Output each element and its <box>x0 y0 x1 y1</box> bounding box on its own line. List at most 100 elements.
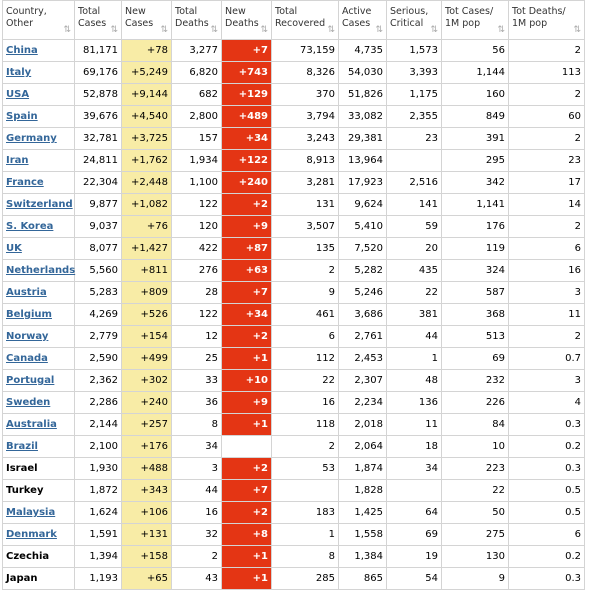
sort-icon[interactable]: ⇅ <box>110 25 118 35</box>
total-recovered-cell: 285 <box>271 567 339 590</box>
header-total-deaths[interactable]: Total Deaths ⇅ <box>171 0 222 40</box>
total-deaths-cell: 6,820 <box>171 61 222 84</box>
header-active-cases[interactable]: Active Cases ⇅ <box>338 0 387 40</box>
total-deaths-cell: 16 <box>171 501 222 524</box>
active-cases-cell: 2,234 <box>338 391 387 414</box>
tot-deaths-per-1m-cell: 2 <box>508 127 585 150</box>
table-row: Denmark 1,591 +131 32 +8 1 1,558 69 275 6 <box>2 523 585 546</box>
country-link[interactable]: Denmark <box>6 529 57 540</box>
sort-icon[interactable]: ⇅ <box>160 25 168 35</box>
serious-critical-cell: 22 <box>386 281 442 304</box>
country-link[interactable]: Switzerland <box>6 199 73 210</box>
header-new-cases[interactable]: New Cases ⇅ <box>121 0 172 40</box>
header-tot-cases-per-1m[interactable]: Tot Cases/ 1M pop ⇅ <box>441 0 509 40</box>
total-recovered-cell: 135 <box>271 237 339 260</box>
country-link[interactable]: Brazil <box>6 441 38 452</box>
country-link[interactable]: Iran <box>6 155 29 166</box>
table-row: S. Korea 9,037 +76 120 +9 3,507 5,410 59 176 2 <box>2 215 585 238</box>
tot-cases-per-1m-cell: 10 <box>441 435 509 458</box>
table-row: Israel 1,930 +488 3 +2 53 1,874 34 223 0.3 <box>2 457 585 480</box>
serious-critical-cell: 23 <box>386 127 442 150</box>
new-cases-cell: +76 <box>121 215 172 238</box>
header-total-recovered[interactable]: Total Recovered ⇅ <box>271 0 339 40</box>
country-link[interactable]: France <box>6 177 44 188</box>
country-link[interactable]: Austria <box>6 287 47 298</box>
column-header-label: Tot Deaths/ 1M pop <box>512 6 566 29</box>
header-serious-critical[interactable]: Serious, Critical ⇅ <box>386 0 442 40</box>
new-cases-cell: +811 <box>121 259 172 282</box>
tot-cases-per-1m-cell: 69 <box>441 347 509 370</box>
active-cases-cell: 33,082 <box>338 105 387 128</box>
header-total-cases[interactable]: Total Cases ⇅ <box>74 0 122 40</box>
total-deaths-cell: 28 <box>171 281 222 304</box>
country-link[interactable]: Italy <box>6 67 32 78</box>
tot-cases-per-1m-cell: 849 <box>441 105 509 128</box>
header-country[interactable]: Country, Other ⇅ <box>2 0 75 40</box>
total-recovered-cell: 22 <box>271 369 339 392</box>
country-link[interactable]: Malaysia <box>6 507 56 518</box>
sort-icon[interactable]: ⇅ <box>430 25 438 35</box>
serious-critical-cell: 18 <box>386 435 442 458</box>
sort-icon[interactable]: ⇅ <box>327 25 335 35</box>
country-link[interactable]: S. Korea <box>6 221 54 232</box>
sort-icon[interactable]: ⇅ <box>63 25 71 35</box>
total-recovered-cell: 3,507 <box>271 215 339 238</box>
total-cases-cell: 5,560 <box>74 259 122 282</box>
new-deaths-cell: +2 <box>221 193 272 216</box>
country-cell: Austria <box>2 281 75 304</box>
total-cases-cell: 69,176 <box>74 61 122 84</box>
total-deaths-cell: 1,934 <box>171 149 222 172</box>
country-link[interactable]: USA <box>6 89 30 100</box>
country-link[interactable]: Canada <box>6 353 48 364</box>
total-cases-cell: 1,394 <box>74 545 122 568</box>
tot-deaths-per-1m-cell: 3 <box>508 281 585 304</box>
active-cases-cell: 7,520 <box>338 237 387 260</box>
total-deaths-cell: 276 <box>171 259 222 282</box>
country-cell: China <box>2 39 75 62</box>
tot-deaths-per-1m-cell: 60 <box>508 105 585 128</box>
sort-icon[interactable]: ⇅ <box>210 25 218 35</box>
active-cases-cell: 5,246 <box>338 281 387 304</box>
total-recovered-cell: 16 <box>271 391 339 414</box>
new-deaths-cell <box>221 435 272 458</box>
total-deaths-cell: 8 <box>171 413 222 436</box>
tot-deaths-per-1m-cell: 6 <box>508 523 585 546</box>
serious-critical-cell: 141 <box>386 193 442 216</box>
total-recovered-cell: 8,326 <box>271 61 339 84</box>
country-cell: Germany <box>2 127 75 150</box>
new-deaths-cell: +34 <box>221 127 272 150</box>
tot-deaths-per-1m-cell: 4 <box>508 391 585 414</box>
header-new-deaths[interactable]: New Deaths ⇅ <box>221 0 272 40</box>
total-recovered-cell: 1 <box>271 523 339 546</box>
country-link[interactable]: Portugal <box>6 375 55 386</box>
header-tot-deaths-per-1m[interactable]: Tot Deaths/ 1M pop ⇅ <box>508 0 585 40</box>
tot-cases-per-1m-cell: 119 <box>441 237 509 260</box>
tot-cases-per-1m-cell: 9 <box>441 567 509 590</box>
sort-icon[interactable]: ⇅ <box>375 25 383 35</box>
total-cases-cell: 9,877 <box>74 193 122 216</box>
total-cases-cell: 39,676 <box>74 105 122 128</box>
new-cases-cell: +131 <box>121 523 172 546</box>
sort-icon[interactable]: ⇅ <box>260 25 268 35</box>
total-recovered-cell: 9 <box>271 281 339 304</box>
new-cases-cell: +257 <box>121 413 172 436</box>
country-link[interactable]: Australia <box>6 419 57 430</box>
country-link[interactable]: Netherlands <box>6 265 76 276</box>
country-link[interactable]: Germany <box>6 133 57 144</box>
country-link[interactable]: Norway <box>6 331 49 342</box>
total-deaths-cell: 122 <box>171 303 222 326</box>
sort-icon[interactable]: ⇅ <box>497 25 505 35</box>
country-link[interactable]: Spain <box>6 111 38 122</box>
table-row: Czechia 1,394 +158 2 +1 8 1,384 19 130 0.2 <box>2 545 585 568</box>
total-cases-cell: 1,930 <box>74 457 122 480</box>
country-cell: Italy <box>2 61 75 84</box>
new-deaths-cell: +2 <box>221 457 272 480</box>
country-link[interactable]: China <box>6 45 38 56</box>
total-recovered-cell: 6 <box>271 325 339 348</box>
sort-icon[interactable]: ⇅ <box>573 25 581 35</box>
country-link[interactable]: Belgium <box>6 309 52 320</box>
country-link[interactable]: UK <box>6 243 22 254</box>
tot-cases-per-1m-cell: 84 <box>441 413 509 436</box>
country-link[interactable]: Sweden <box>6 397 51 408</box>
total-deaths-cell: 33 <box>171 369 222 392</box>
